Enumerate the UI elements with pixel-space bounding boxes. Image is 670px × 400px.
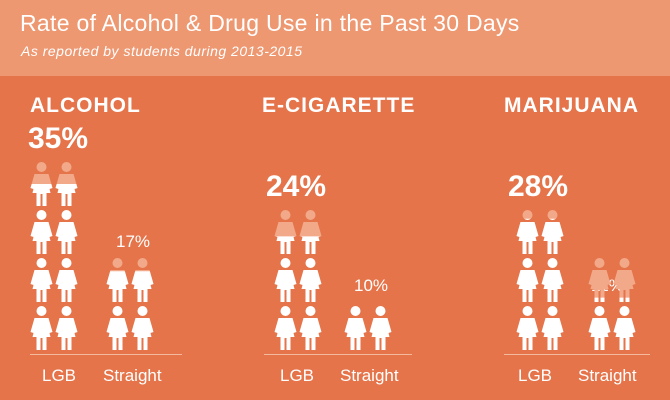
person-figure-marijuana-straight-0-0 — [588, 306, 611, 350]
person-figure-ecigarette-lgb-1-1 — [299, 258, 322, 302]
person-figure-ecigarette-lgb-2-1 — [299, 210, 322, 254]
value-label-alcohol-straight: 17% — [116, 232, 151, 251]
header-banner: Rate of Alcohol & Drug Use in the Past 3… — [0, 0, 670, 76]
person-figure-alcohol-lgb-0-0 — [30, 306, 53, 350]
category-label-ecigarette-lgb: LGB — [280, 366, 315, 385]
page-subtitle: As reported by students during 2013-2015 — [21, 43, 303, 59]
person-figure-alcohol-lgb-3-0 — [30, 162, 53, 206]
category-label-marijuana-straight: Straight — [578, 366, 637, 385]
person-figure-alcohol-lgb-2-1 — [55, 210, 78, 254]
person-figure-alcohol-lgb-3-1 — [55, 162, 78, 206]
baseline-ecigarette — [264, 354, 412, 355]
page-title: Rate of Alcohol & Drug Use in the Past 3… — [20, 10, 520, 36]
person-figure-marijuana-lgb-1-1 — [541, 258, 564, 302]
person-figure-ecigarette-lgb-0-0 — [274, 306, 297, 350]
person-figure-alcohol-lgb-0-1 — [55, 306, 78, 350]
person-figure-ecigarette-lgb-0-1 — [299, 306, 322, 350]
person-figure-alcohol-straight-1-0 — [106, 258, 129, 302]
person-figure-ecigarette-straight-0-1 — [369, 306, 392, 350]
person-figure-ecigarette-lgb-1-0 — [274, 258, 297, 302]
person-figure-alcohol-lgb-1-0 — [30, 258, 53, 302]
baseline-marijuana — [504, 354, 650, 355]
person-figure-alcohol-lgb-2-0 — [30, 210, 53, 254]
category-label-alcohol-lgb: LGB — [42, 366, 77, 385]
person-figure-alcohol-straight-0-0 — [106, 306, 129, 350]
person-figure-ecigarette-straight-0-0 — [344, 306, 367, 350]
person-figure-marijuana-straight-1-0 — [588, 258, 611, 302]
value-label-ecigarette-lgb: 24% — [266, 170, 327, 203]
value-label-marijuana-lgb: 28% — [508, 170, 569, 203]
person-figure-alcohol-lgb-1-1 — [55, 258, 78, 302]
category-label-ecigarette-straight: Straight — [340, 366, 399, 385]
panel-title-alcohol: ALCOHOL — [30, 94, 141, 117]
person-figure-marijuana-lgb-0-1 — [541, 306, 564, 350]
value-label-alcohol-lgb: 35% — [28, 122, 89, 155]
panel-title-marijuana: MARIJUANA — [504, 94, 639, 117]
person-figure-ecigarette-lgb-2-0 — [274, 210, 297, 254]
person-figure-alcohol-straight-1-1 — [131, 258, 154, 302]
value-label-ecigarette-straight: 10% — [354, 276, 389, 295]
baseline-alcohol — [30, 354, 182, 355]
person-figure-marijuana-straight-0-1 — [613, 306, 636, 350]
panel-title-ecigarette: E-CIGARETTE — [262, 94, 416, 117]
person-figure-marijuana-lgb-1-0 — [516, 258, 539, 302]
person-figure-marijuana-straight-1-1 — [613, 258, 636, 302]
person-figure-marijuana-lgb-2-1 — [541, 210, 564, 254]
person-figure-marijuana-lgb-0-0 — [516, 306, 539, 350]
category-label-marijuana-lgb: LGB — [518, 366, 553, 385]
category-label-alcohol-straight: Straight — [103, 366, 162, 385]
person-figure-alcohol-straight-0-1 — [131, 306, 154, 350]
person-figure-marijuana-lgb-2-0 — [516, 210, 539, 254]
